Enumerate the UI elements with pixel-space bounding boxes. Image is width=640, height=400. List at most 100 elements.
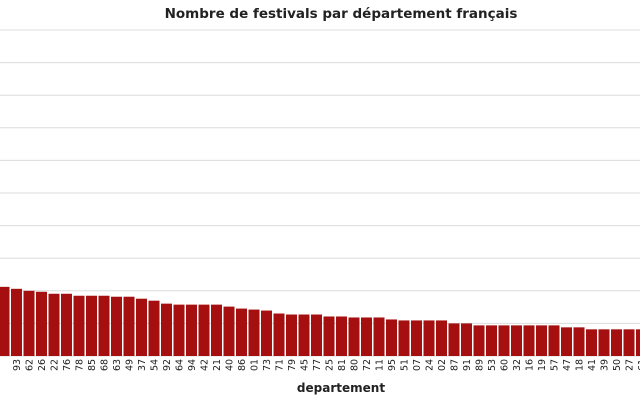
bar <box>411 320 422 356</box>
x-tick-label: 76 <box>62 359 73 371</box>
x-axis-label: departement <box>297 381 385 395</box>
bar <box>536 325 547 356</box>
bar <box>298 314 310 356</box>
bar <box>498 325 510 356</box>
x-tick-label: 92 <box>162 359 173 371</box>
bar <box>111 296 122 356</box>
x-tick-label: 40 <box>225 359 236 371</box>
x-tick-label: 91 <box>462 359 473 371</box>
x-tick-label: 16 <box>525 359 536 371</box>
bar <box>173 304 185 356</box>
bar <box>636 329 640 356</box>
x-tick-label: 85 <box>87 359 98 371</box>
x-tick-label: 80 <box>350 359 361 371</box>
x-tick-label: 51 <box>400 359 411 371</box>
x-tick-label: 24 <box>425 359 436 371</box>
bar <box>598 329 610 356</box>
x-tick-label: 68 <box>100 359 111 371</box>
bar <box>223 306 235 356</box>
bar <box>73 295 85 356</box>
bar <box>186 304 197 356</box>
x-tick-labels: 93 62 26 22 76 78 85 68 63 49 37 54 92 64 94 42 21 40 86 01… <box>12 359 640 371</box>
x-tick-label: 87 <box>450 359 461 371</box>
bar <box>286 314 297 356</box>
x-tick-label: 21 <box>212 359 223 371</box>
x-tick-label: 78 <box>75 359 86 371</box>
x-tick-label: 53 <box>487 359 498 371</box>
bar <box>548 325 560 356</box>
x-tick-label: 94 <box>187 359 198 371</box>
bar <box>0 286 10 356</box>
bar <box>511 325 522 356</box>
bar <box>448 323 460 356</box>
x-tick-label: 86 <box>237 359 248 371</box>
x-tick-label: 41 <box>587 359 598 371</box>
bar <box>61 293 72 356</box>
x-tick-label: 02 <box>437 359 448 371</box>
bar <box>323 316 335 356</box>
bar <box>11 288 22 356</box>
x-tick-label: 42 <box>200 359 211 371</box>
bar <box>486 325 497 356</box>
bar <box>436 320 447 356</box>
x-tick-label: 61 <box>637 359 640 371</box>
bar <box>148 300 160 356</box>
x-tick-label: 81 <box>337 359 348 371</box>
x-tick-label: 77 <box>312 359 323 371</box>
x-tick-label: 54 <box>150 359 161 371</box>
bar <box>36 291 47 356</box>
bar <box>398 320 410 356</box>
bar <box>236 308 247 356</box>
x-tick-label: 01 <box>250 359 261 371</box>
x-tick-label: 37 <box>137 359 148 371</box>
bar <box>248 309 260 356</box>
bar <box>573 327 585 356</box>
x-tick-label: 63 <box>112 359 123 371</box>
bar <box>361 317 372 356</box>
bar <box>386 319 397 356</box>
bar <box>336 316 347 356</box>
x-tick-label: 25 <box>325 359 336 371</box>
bar <box>161 303 172 356</box>
bar <box>48 293 60 356</box>
bar <box>461 323 472 356</box>
bar <box>373 317 385 356</box>
bar <box>211 304 222 356</box>
bar <box>611 329 622 356</box>
x-tick-label: 18 <box>575 359 586 371</box>
bar <box>348 317 360 356</box>
x-tick-label: 45 <box>300 359 311 371</box>
bar <box>561 327 572 356</box>
x-tick-label: 26 <box>37 359 48 371</box>
bar <box>86 295 97 356</box>
bar <box>273 313 285 356</box>
x-tick-label: 95 <box>387 359 398 371</box>
x-tick-label: 57 <box>550 359 561 371</box>
x-tick-label: 60 <box>500 359 511 371</box>
bar <box>523 325 535 356</box>
bar <box>423 320 435 356</box>
bar <box>136 298 147 356</box>
x-tick-label: 27 <box>625 359 636 371</box>
x-tick-label: 47 <box>562 359 573 371</box>
x-tick-label: 62 <box>25 359 36 371</box>
bar <box>586 329 597 356</box>
chart-title: Nombre de festivals par département fran… <box>165 6 518 22</box>
bar <box>311 314 322 356</box>
x-tick-label: 32 <box>512 359 523 371</box>
x-tick-label: 19 <box>537 359 548 371</box>
bar <box>23 290 35 356</box>
x-tick-label: 07 <box>412 359 423 371</box>
bar <box>123 296 135 356</box>
bar <box>198 304 210 356</box>
bar <box>623 329 635 356</box>
x-tick-label: 49 <box>125 359 136 371</box>
x-tick-label: 11 <box>375 359 386 371</box>
x-tick-label: 39 <box>600 359 611 371</box>
bar <box>98 295 110 356</box>
x-tick-label: 73 <box>262 359 273 371</box>
x-tick-label: 64 <box>175 359 186 371</box>
bar <box>261 310 272 356</box>
